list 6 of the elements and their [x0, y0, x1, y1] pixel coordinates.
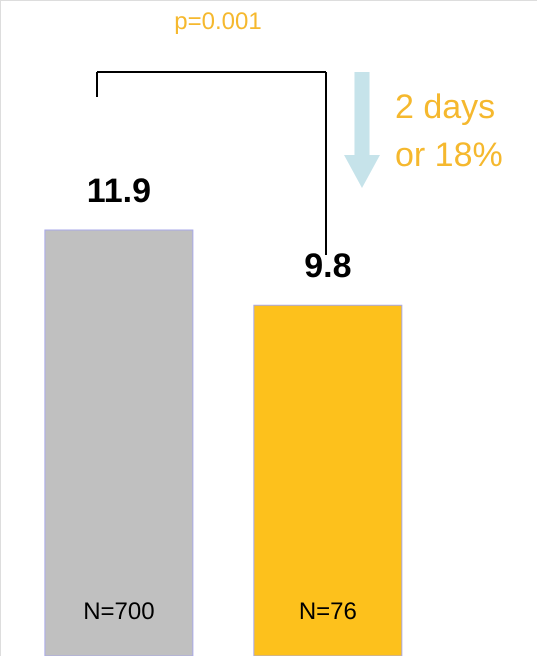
text: p=0.001 [174, 8, 262, 35]
text: 2 days or 18% [395, 88, 503, 174]
data-label: 11.9 [86, 172, 152, 210]
annotation: N=700 [83, 598, 155, 625]
data-label: 9.8 [304, 247, 352, 286]
annotation: N=76 [298, 598, 357, 625]
